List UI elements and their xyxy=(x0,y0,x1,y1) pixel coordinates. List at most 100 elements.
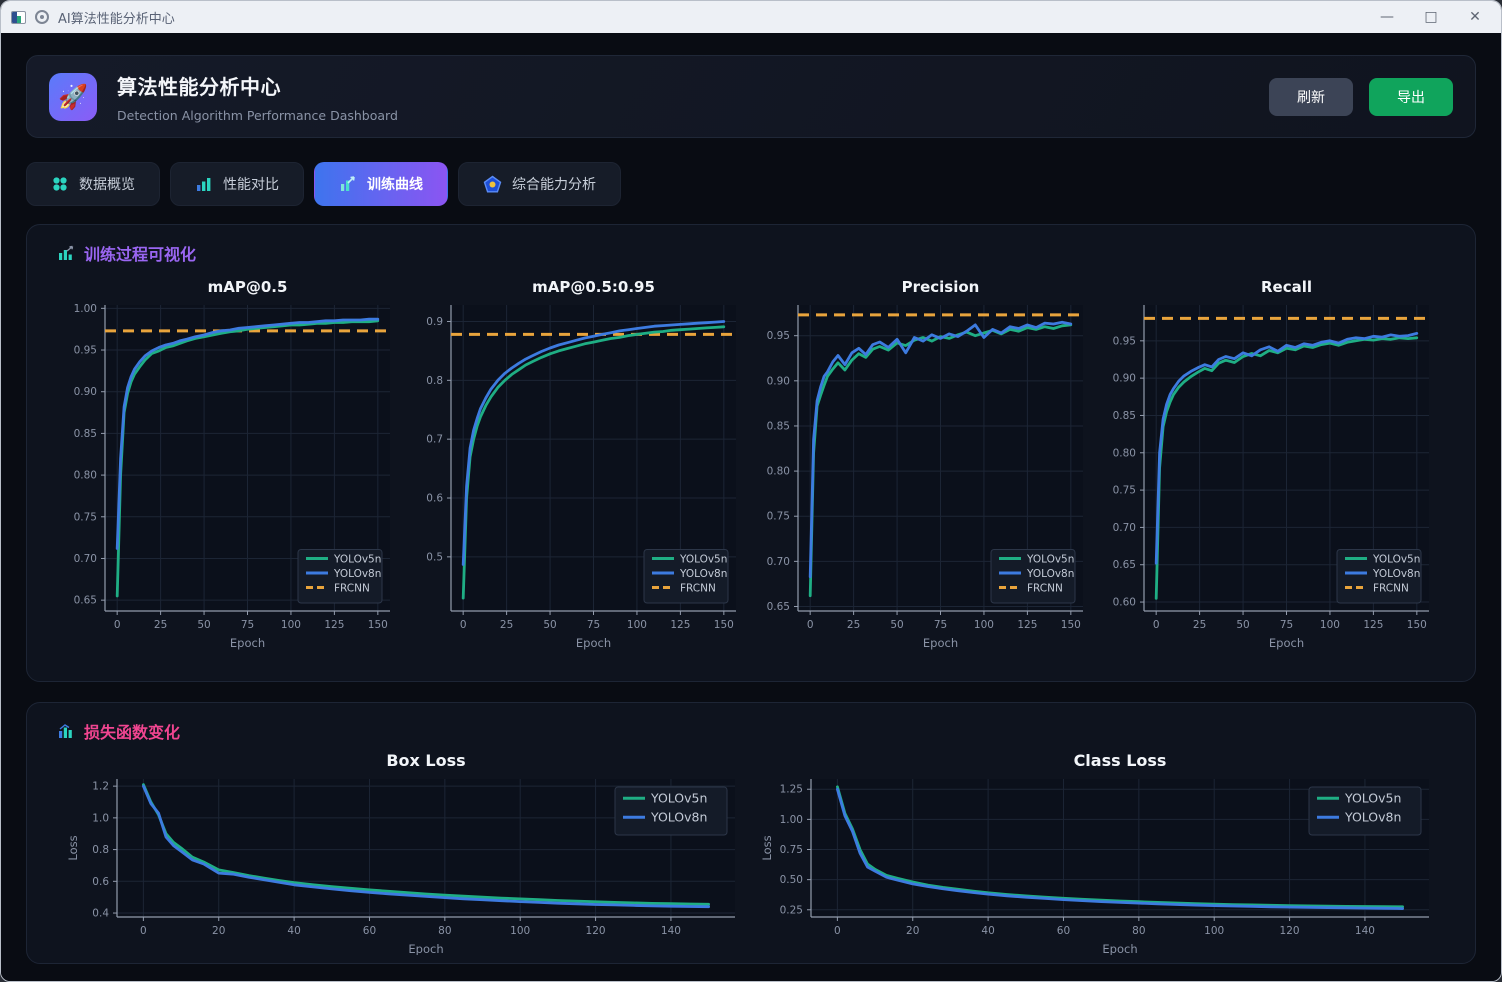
svg-text:0.90: 0.90 xyxy=(74,386,97,398)
panel-title: 损失函数变化 xyxy=(84,719,180,743)
svg-text:0.80: 0.80 xyxy=(766,466,789,478)
svg-text:150: 150 xyxy=(1060,619,1080,631)
svg-text:YOLOv5n: YOLOv5n xyxy=(1026,554,1074,566)
svg-text:50: 50 xyxy=(890,619,903,631)
svg-text:Loss: Loss xyxy=(66,835,80,860)
page-subtitle: Detection Algorithm Performance Dashboar… xyxy=(117,108,398,123)
maximize-button[interactable]: □ xyxy=(1423,10,1439,24)
svg-text:mAP@0.5: mAP@0.5 xyxy=(208,278,288,296)
minimize-button[interactable]: — xyxy=(1379,10,1395,24)
svg-text:FRCNN: FRCNN xyxy=(680,583,716,595)
window-title: AI算法性能分析中心 xyxy=(58,8,175,27)
svg-text:75: 75 xyxy=(933,619,946,631)
bar-chart-icon xyxy=(195,175,213,193)
svg-text:Precision: Precision xyxy=(901,278,979,296)
svg-text:YOLOv8n: YOLOv8n xyxy=(333,568,381,580)
svg-text:0.95: 0.95 xyxy=(766,330,789,342)
svg-text:75: 75 xyxy=(241,619,254,631)
panel-chart-icon xyxy=(57,244,75,262)
chart-map50-95: 02550751001251500.50.60.70.80.9mAP@0.5:0… xyxy=(405,271,750,659)
svg-text:YOLOv5n: YOLOv5n xyxy=(333,554,381,566)
tab-label: 训练曲线 xyxy=(367,174,423,194)
target-icon xyxy=(35,10,49,24)
svg-text:YOLOv8n: YOLOv8n xyxy=(679,568,727,580)
svg-text:50: 50 xyxy=(1236,619,1249,631)
svg-text:0.6: 0.6 xyxy=(92,876,109,888)
svg-text:120: 120 xyxy=(1280,925,1300,937)
svg-text:YOLOv5n: YOLOv5n xyxy=(650,790,707,805)
svg-text:Epoch: Epoch xyxy=(1269,636,1304,650)
svg-text:0.80: 0.80 xyxy=(74,470,97,482)
chart-box-loss: 0204060801001201400.40.60.81.01.2Box Los… xyxy=(59,749,749,955)
tab-data-overview[interactable]: 数据概览 xyxy=(26,162,160,206)
svg-text:0: 0 xyxy=(460,619,467,631)
svg-text:1.25: 1.25 xyxy=(780,784,803,796)
svg-text:YOLOv8n: YOLOv8n xyxy=(650,809,707,824)
svg-text:125: 125 xyxy=(1363,619,1383,631)
svg-text:YOLOv5n: YOLOv5n xyxy=(1372,554,1420,566)
svg-text:0: 0 xyxy=(114,619,121,631)
window-preview-icon xyxy=(11,11,26,24)
svg-text:60: 60 xyxy=(363,925,376,937)
refresh-button[interactable]: 刷新 xyxy=(1269,78,1353,116)
radar-pentagon-icon xyxy=(483,175,502,194)
svg-text:1.0: 1.0 xyxy=(92,812,109,824)
svg-text:100: 100 xyxy=(974,619,994,631)
panel-title: 训练过程可视化 xyxy=(84,241,196,265)
svg-text:0.70: 0.70 xyxy=(1113,522,1136,534)
svg-text:0.8: 0.8 xyxy=(92,844,109,856)
header-card: 🚀 算法性能分析中心 Detection Algorithm Performan… xyxy=(26,55,1476,138)
svg-text:mAP@0.5:0.95: mAP@0.5:0.95 xyxy=(532,278,655,296)
loss-curves-panel: 损失函数变化 0204060801001201400.40.60.81.01.2… xyxy=(26,702,1476,964)
svg-text:0.65: 0.65 xyxy=(74,595,97,607)
svg-text:0.85: 0.85 xyxy=(1113,410,1136,422)
svg-text:1.2: 1.2 xyxy=(92,781,109,793)
svg-text:0.4: 0.4 xyxy=(92,908,109,920)
svg-text:20: 20 xyxy=(906,925,919,937)
svg-text:25: 25 xyxy=(847,619,860,631)
svg-text:0.75: 0.75 xyxy=(74,511,97,523)
chart-precision: 02550751001251500.650.700.750.800.850.90… xyxy=(752,271,1097,659)
training-curves-panel: 训练过程可视化 02550751001251500.650.700.750.80… xyxy=(26,224,1476,682)
svg-text:0.9: 0.9 xyxy=(427,316,444,328)
svg-text:0.75: 0.75 xyxy=(766,511,789,523)
svg-text:0.60: 0.60 xyxy=(1113,597,1136,609)
svg-text:125: 125 xyxy=(671,619,691,631)
svg-text:0.75: 0.75 xyxy=(1113,485,1136,497)
close-button[interactable]: ✕ xyxy=(1467,10,1483,24)
svg-text:FRCNN: FRCNN xyxy=(334,583,370,595)
svg-text:100: 100 xyxy=(510,925,530,937)
titlebar: AI算法性能分析中心 — □ ✕ xyxy=(1,1,1501,33)
svg-text:0.65: 0.65 xyxy=(1113,559,1136,571)
svg-text:100: 100 xyxy=(1320,619,1340,631)
panel-bars-icon xyxy=(57,722,75,740)
svg-text:0.8: 0.8 xyxy=(427,375,444,387)
svg-text:0: 0 xyxy=(806,619,813,631)
svg-text:0.50: 0.50 xyxy=(780,874,803,886)
svg-text:0.85: 0.85 xyxy=(74,428,97,440)
tab-training-curves[interactable]: 训练曲线 xyxy=(314,162,448,206)
svg-text:150: 150 xyxy=(1407,619,1427,631)
svg-text:100: 100 xyxy=(627,619,647,631)
svg-text:0.6: 0.6 xyxy=(427,493,444,505)
svg-text:0.80: 0.80 xyxy=(1113,447,1136,459)
svg-text:FRCNN: FRCNN xyxy=(1373,583,1409,595)
app-body: 🚀 算法性能分析中心 Detection Algorithm Performan… xyxy=(1,33,1501,981)
svg-text:Epoch: Epoch xyxy=(408,942,443,955)
svg-text:0.25: 0.25 xyxy=(780,904,803,916)
export-button[interactable]: 导出 xyxy=(1369,78,1453,116)
tab-comprehensive-analysis[interactable]: 综合能力分析 xyxy=(458,162,621,206)
line-chart-icon xyxy=(339,175,357,193)
svg-text:0.90: 0.90 xyxy=(766,375,789,387)
tab-performance-compare[interactable]: 性能对比 xyxy=(170,162,304,206)
svg-text:100: 100 xyxy=(281,619,301,631)
svg-text:0.95: 0.95 xyxy=(1113,335,1136,347)
svg-text:20: 20 xyxy=(212,925,225,937)
grid-dots-icon xyxy=(51,175,69,193)
svg-text:YOLOv8n: YOLOv8n xyxy=(1344,809,1401,824)
svg-text:125: 125 xyxy=(1017,619,1037,631)
svg-text:40: 40 xyxy=(287,925,300,937)
svg-text:120: 120 xyxy=(586,925,606,937)
tab-label: 性能对比 xyxy=(223,174,279,194)
svg-text:YOLOv8n: YOLOv8n xyxy=(1372,568,1420,580)
